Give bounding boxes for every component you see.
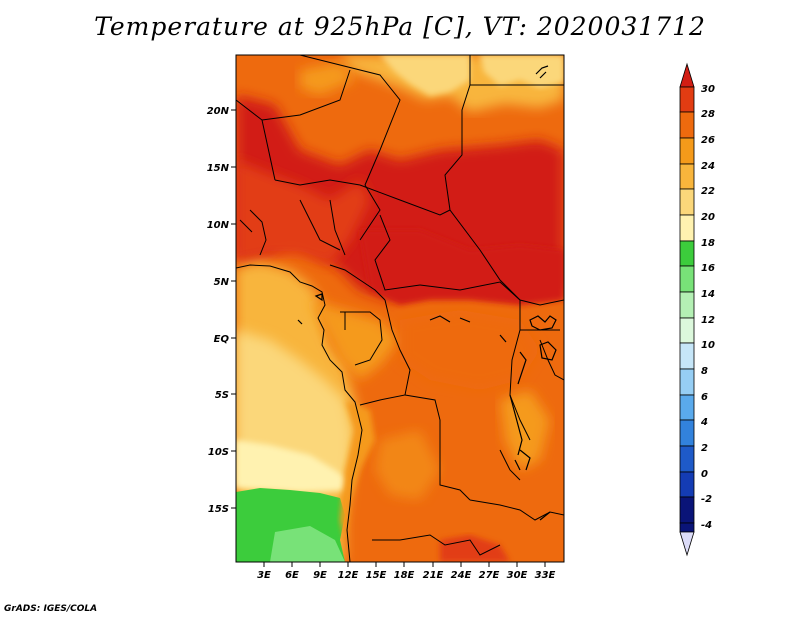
lat-label-10s: 10S (208, 447, 229, 458)
lat-label-15n: 15N (207, 163, 230, 174)
map-field (236, 55, 564, 562)
lat-label-10n: 10N (207, 220, 230, 231)
lat-label-5s: 5S (215, 390, 229, 401)
colorbar-label: 4 (700, 417, 708, 428)
colorbar-segment (679, 445, 695, 473)
lon-label-33e: 33E (535, 570, 556, 581)
lakes (297, 65, 557, 521)
lon-label-12e: 12E (338, 570, 359, 581)
colorbar-label: 16 (701, 263, 715, 274)
colorbar-segment (679, 214, 695, 242)
colorbar-segment (679, 137, 695, 165)
colorbar-label: 0 (701, 469, 708, 480)
colorbar-segment (679, 496, 695, 524)
colorbar-segment (679, 342, 695, 370)
lat-label-5n: 5N (214, 277, 230, 288)
colorbar-segment (679, 394, 695, 421)
colorbar (679, 62, 695, 557)
colorbar-label: 22 (701, 186, 715, 197)
colorbar-bottom-arrow (679, 531, 695, 557)
lon-label-21e: 21E (423, 570, 444, 581)
colorbar-segment (679, 522, 695, 533)
lon-label-30e: 30E (507, 570, 528, 581)
colorbar-segment (679, 368, 695, 396)
lat-label-15s: 15S (208, 504, 229, 515)
colorbar-segment (679, 111, 695, 139)
colorbar-label: 12 (701, 315, 715, 326)
colorbar-segment (679, 471, 695, 498)
lon-label-24e: 24E (451, 570, 472, 581)
colorbar-label: 20 (701, 212, 715, 223)
colorbar-label: 14 (701, 289, 715, 300)
latitude-axis: 20N 15N 10N 5N EQ 5S 10S 15S (207, 106, 236, 515)
lat-label-eq: EQ (214, 334, 230, 345)
grads-credit: GrADS: IGES/COLA (4, 604, 98, 614)
colorbar-segment (679, 163, 695, 190)
lon-label-27e: 27E (479, 570, 500, 581)
lon-label-18e: 18E (394, 570, 415, 581)
colorbar-label: 28 (701, 109, 715, 120)
colorbar-labels: 30 28 26 24 22 20 18 16 14 12 10 8 6 4 2… (700, 84, 715, 531)
colorbar-segment (679, 240, 695, 267)
colorbar-label: -2 (701, 494, 712, 505)
colorbar-label: -4 (701, 520, 712, 531)
colorbar-label: 8 (701, 366, 708, 377)
colorbar-segment (679, 265, 695, 293)
colorbar-segment (679, 86, 695, 113)
lon-label-6e: 6E (285, 570, 299, 581)
colorbar-label: 26 (701, 135, 715, 146)
colorbar-label: 30 (701, 84, 715, 95)
lon-label-3e: 3E (257, 570, 271, 581)
colorbar-segment (679, 188, 695, 216)
colorbar-label: 6 (701, 392, 708, 403)
lon-label-9e: 9E (313, 570, 327, 581)
colorbar-segment (679, 291, 695, 319)
country-borders (236, 55, 564, 562)
map-frame (235, 54, 565, 563)
colorbar-segment (679, 317, 695, 344)
longitude-axis: 3E 6E 9E 12E 15E 18E 21E 24E 27E 30E 33E (257, 562, 556, 581)
colorbar-segment (679, 419, 695, 447)
colorbar-label: 24 (701, 161, 715, 172)
colorbar-label: 2 (701, 443, 708, 454)
colorbar-label: 10 (701, 340, 715, 351)
map-title: Temperature at 925hPa [C], VT: 202003171… (94, 12, 706, 41)
lon-label-15e: 15E (366, 570, 387, 581)
colorbar-label: 18 (701, 238, 715, 249)
colorbar-top-arrow (679, 62, 695, 88)
lat-label-20n: 20N (207, 106, 230, 117)
